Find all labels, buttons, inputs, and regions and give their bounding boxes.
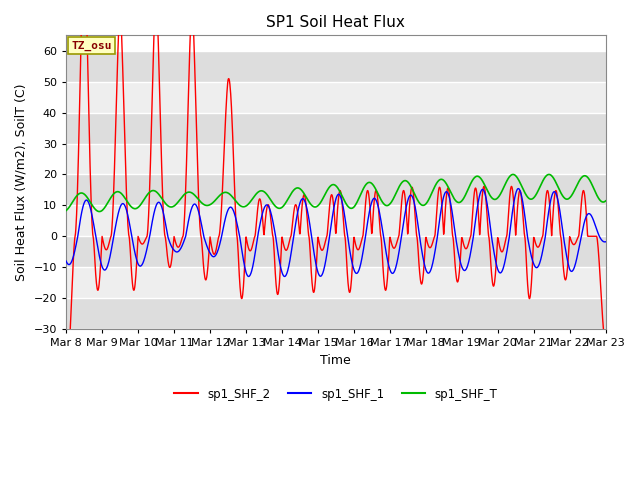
Bar <box>66 174 605 205</box>
Bar <box>66 51 605 82</box>
sp1_SHF_2 <box>243 238 251 244</box>
sp1_SHF_T <box>420 203 428 208</box>
sp1_SHF_T <box>62 208 70 214</box>
sp1_SHF_T <box>490 196 498 202</box>
sp1_SHF_T <box>170 204 177 209</box>
sp1_SHF_T <box>182 190 190 196</box>
Bar <box>66 113 605 144</box>
sp1_SHF_1 <box>243 271 250 276</box>
sp1_SHF_2 <box>602 345 609 350</box>
sp1_SHF_T <box>509 171 517 177</box>
sp1_SHF_2 <box>62 378 70 384</box>
Bar <box>66 236 605 267</box>
Line: sp1_SHF_2: sp1_SHF_2 <box>66 0 605 381</box>
sp1_SHF_T <box>95 209 103 215</box>
Line: sp1_SHF_1: sp1_SHF_1 <box>66 189 605 276</box>
sp1_SHF_T <box>243 203 251 208</box>
Y-axis label: Soil Heat Flux (W/m2), SoilT (C): Soil Heat Flux (W/m2), SoilT (C) <box>15 84 28 281</box>
Legend: sp1_SHF_2, sp1_SHF_1, sp1_SHF_T: sp1_SHF_2, sp1_SHF_1, sp1_SHF_T <box>169 383 502 405</box>
Bar <box>66 144 605 174</box>
Line: sp1_SHF_T: sp1_SHF_T <box>66 174 605 212</box>
Bar <box>66 82 605 113</box>
Bar <box>66 298 605 329</box>
sp1_SHF_1 <box>538 250 546 256</box>
sp1_SHF_2 <box>182 163 190 168</box>
sp1_SHF_2 <box>170 241 177 247</box>
X-axis label: Time: Time <box>321 354 351 367</box>
Text: TZ_osu: TZ_osu <box>72 40 112 51</box>
Bar <box>66 267 605 298</box>
Bar <box>66 205 605 236</box>
sp1_SHF_T <box>538 179 546 185</box>
sp1_SHF_1 <box>490 251 498 257</box>
sp1_SHF_1 <box>62 258 70 264</box>
sp1_SHF_2 <box>420 266 428 272</box>
sp1_SHF_2 <box>538 235 546 241</box>
sp1_SHF_1 <box>245 274 253 279</box>
sp1_SHF_1 <box>420 259 428 264</box>
sp1_SHF_2 <box>490 281 498 287</box>
Title: SP1 Soil Heat Flux: SP1 Soil Heat Flux <box>266 15 405 30</box>
sp1_SHF_1 <box>169 246 177 252</box>
sp1_SHF_1 <box>602 239 609 245</box>
sp1_SHF_T <box>602 198 609 204</box>
sp1_SHF_1 <box>515 186 522 192</box>
sp1_SHF_1 <box>182 231 190 237</box>
